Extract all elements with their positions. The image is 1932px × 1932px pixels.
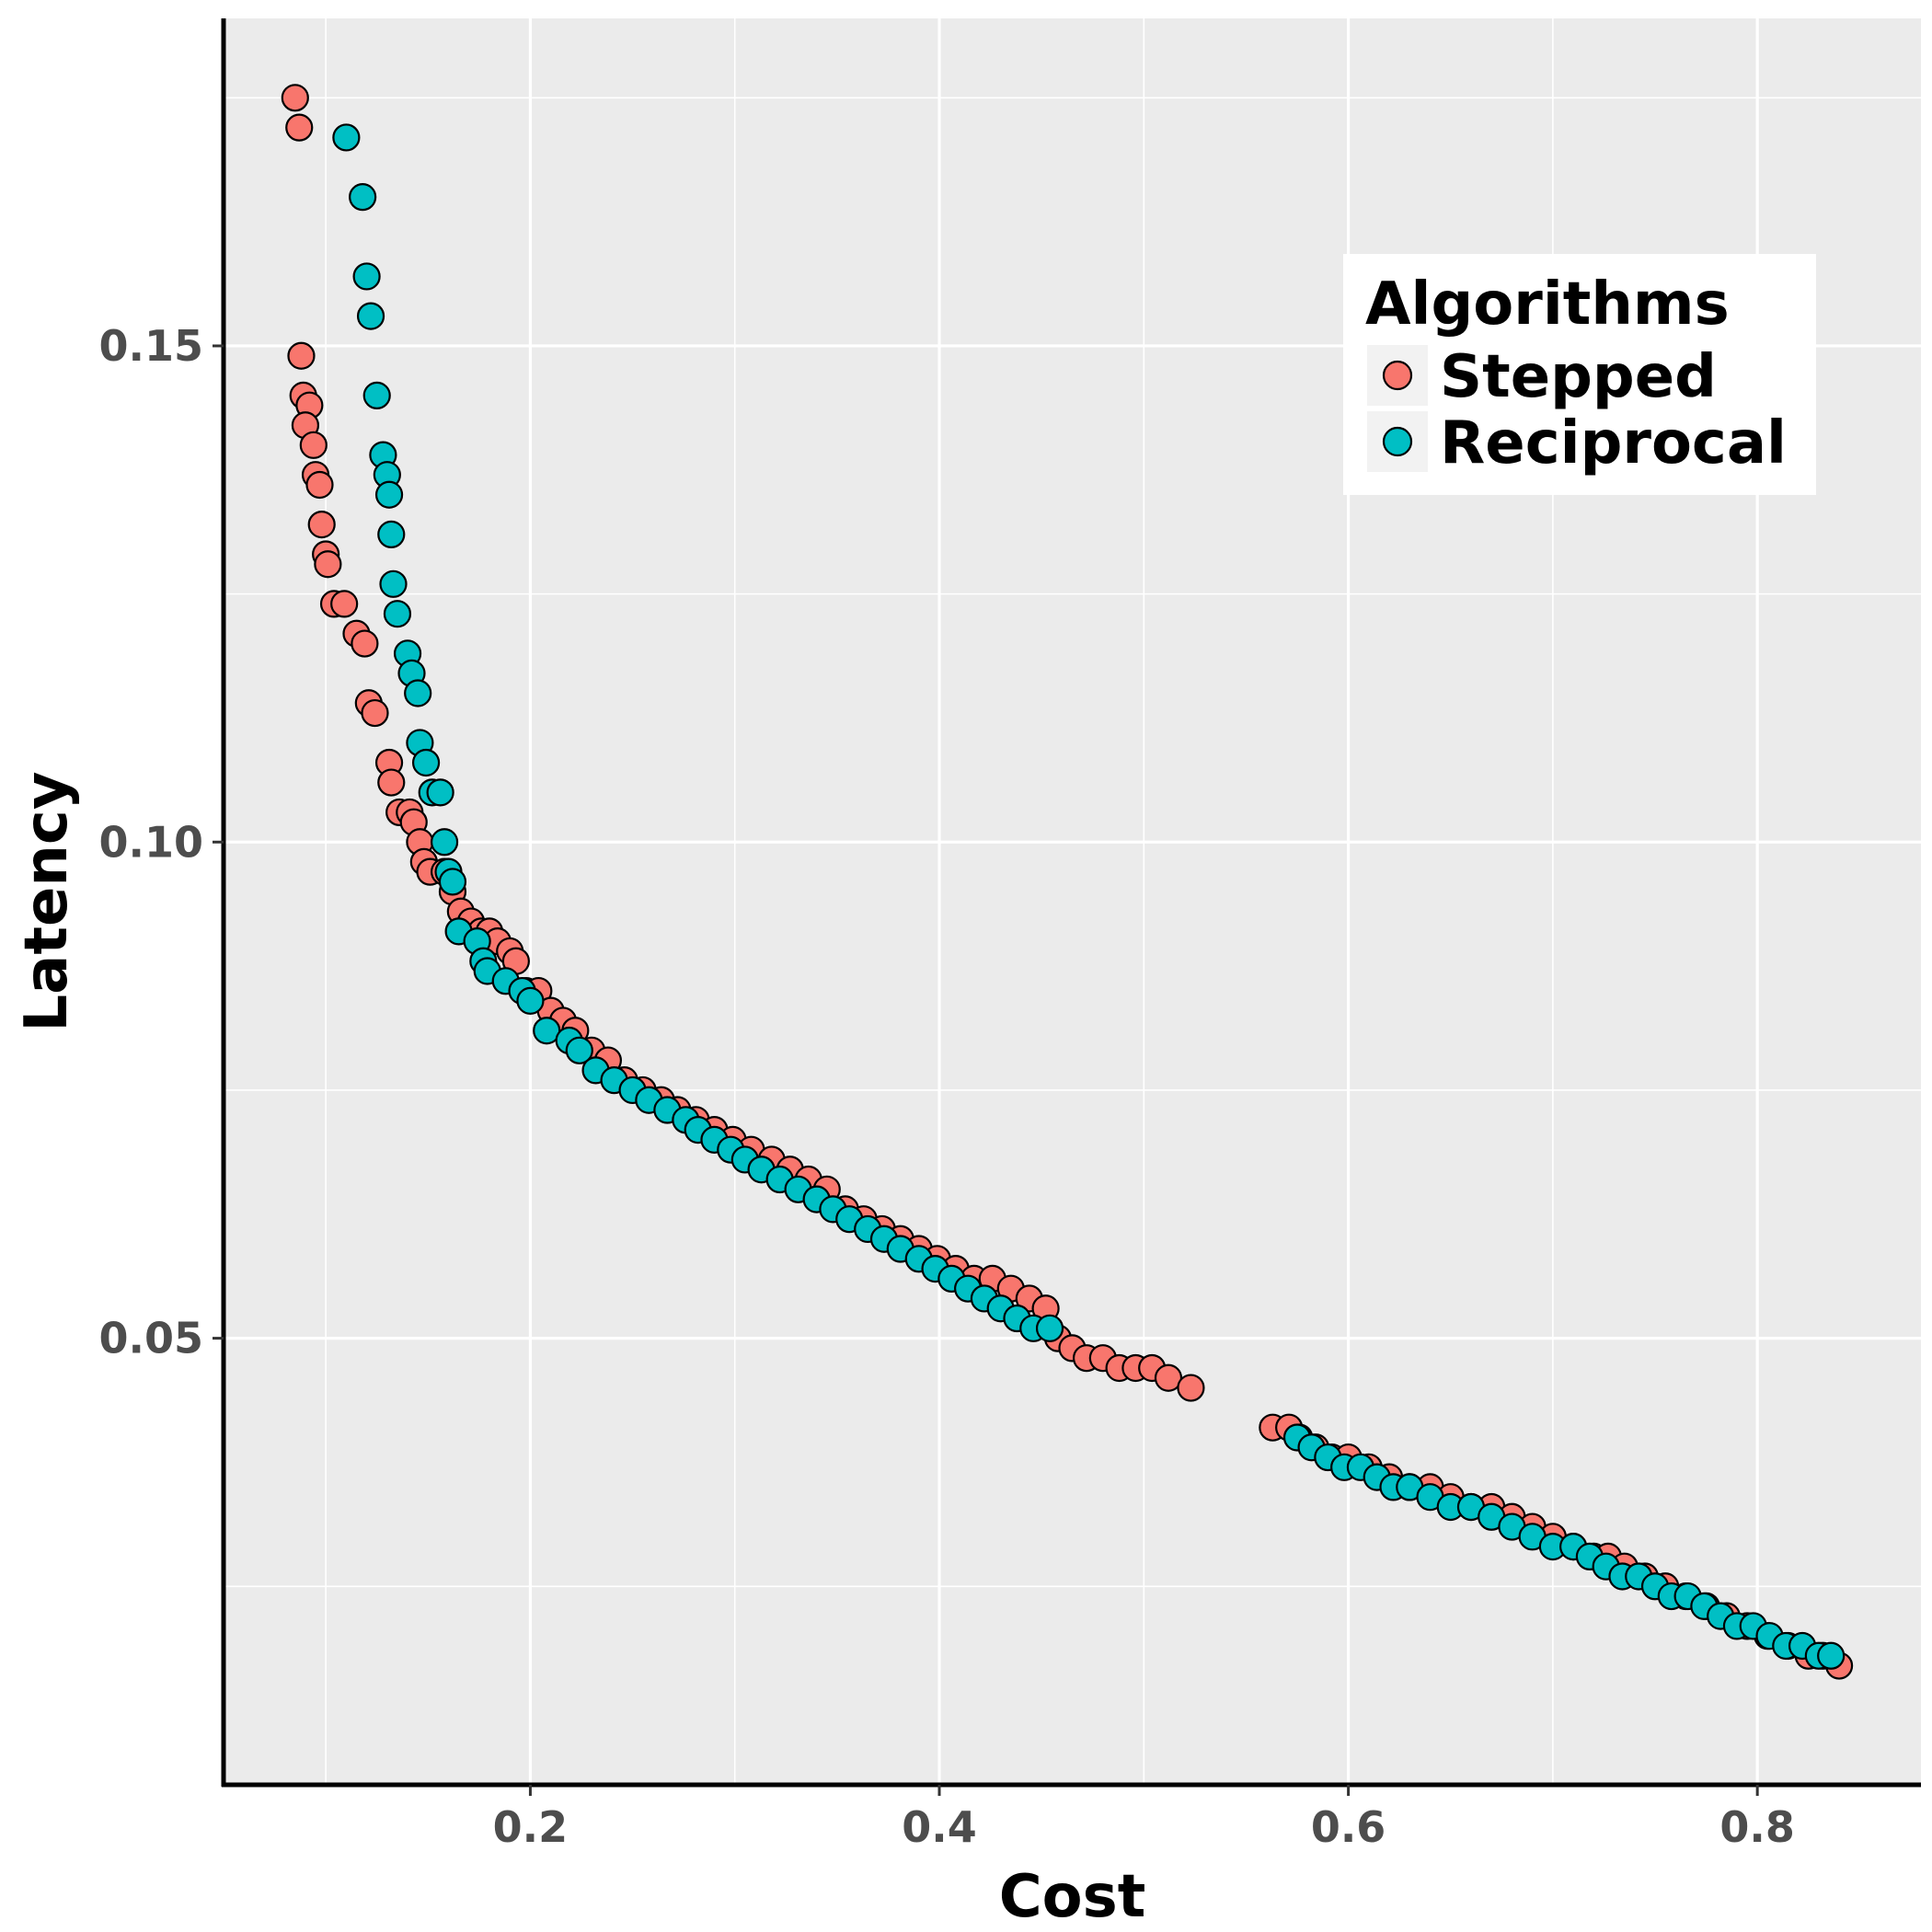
point-reciprocal: [438, 868, 467, 896]
point-stepped: [377, 768, 406, 797]
point-stepped: [281, 84, 309, 112]
legend-marker-stepped: [1382, 360, 1413, 391]
legend-title: Algorithms: [1365, 270, 1730, 339]
x-tick-label: 0.4: [902, 1802, 977, 1852]
point-stepped: [285, 113, 314, 142]
point-reciprocal: [377, 520, 406, 548]
point-stepped: [305, 470, 334, 500]
data-points: [281, 84, 1854, 1680]
point-stepped: [1177, 1374, 1205, 1402]
point-stepped: [330, 590, 359, 618]
legend-label-reciprocal: Reciprocal: [1440, 409, 1787, 477]
point-reciprocal: [411, 748, 441, 777]
point-reciprocal: [374, 480, 404, 509]
point-reciprocal: [332, 123, 361, 152]
point-reciprocal: [430, 828, 459, 857]
point-reciprocal: [516, 986, 545, 1015]
point-stepped: [287, 341, 316, 370]
x-tick-label: 0.6: [1311, 1802, 1386, 1852]
point-reciprocal: [565, 1036, 593, 1064]
legend-label-stepped: Stepped: [1440, 343, 1717, 411]
x-tick-label: 0.2: [493, 1802, 569, 1852]
point-stepped: [307, 511, 336, 539]
y-axis-title: Latency: [13, 771, 81, 1031]
y-tick-label: 0.10: [99, 817, 204, 867]
point-reciprocal: [426, 778, 454, 807]
point-reciprocal: [356, 302, 385, 330]
legend-marker-reciprocal: [1382, 426, 1413, 457]
point-reciprocal: [1817, 1641, 1846, 1670]
point-stepped: [361, 698, 389, 728]
point-stepped: [299, 431, 328, 459]
y-tick-label: 0.05: [99, 1314, 204, 1363]
point-reciprocal: [362, 381, 391, 409]
point-reciprocal: [349, 183, 377, 212]
point-reciprocal: [404, 679, 432, 707]
axes: [221, 18, 1921, 1788]
point-stepped: [351, 629, 379, 658]
grid-minor-lines: [224, 18, 1921, 1785]
point-reciprocal: [352, 262, 381, 291]
y-axis-ticks: 0.05 0.10 0.15: [99, 321, 224, 1363]
point-reciprocal: [383, 600, 412, 628]
point-stepped: [314, 550, 342, 579]
point-reciprocal: [1035, 1314, 1064, 1342]
x-axis-title: Cost: [999, 1863, 1146, 1931]
x-axis-ticks: 0.2 0.4 0.6 0.8: [493, 1785, 1795, 1852]
x-tick-label: 0.8: [1719, 1802, 1795, 1852]
point-reciprocal: [379, 569, 408, 598]
y-tick-label: 0.15: [99, 321, 204, 371]
